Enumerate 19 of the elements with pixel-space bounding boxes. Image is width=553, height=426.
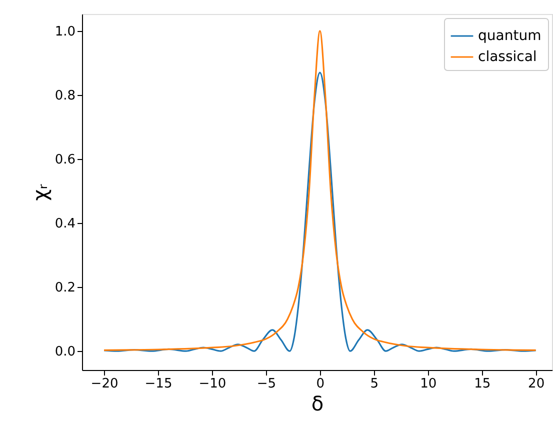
x-tick-label: 15 [474,376,491,392]
legend-label: classical [478,49,537,65]
legend-label: quantum [478,28,542,44]
x-tick-label: 0 [316,376,325,392]
y-tick-label: 0.2 [54,280,76,296]
x-tick-label: −15 [144,376,172,392]
y-axis-title: χᵣ [28,183,52,201]
y-tick-label: 0.8 [54,88,76,104]
x-axis-title: δ [311,392,324,416]
x-tick-label: 5 [370,376,379,392]
y-tick-label: 0.4 [54,216,76,232]
x-tick-label: 10 [420,376,437,392]
y-tick-label: 1.0 [54,24,76,40]
x-tick-label: 20 [528,376,545,392]
x-tick-label: −20 [90,376,118,392]
x-tick-label: −10 [198,376,226,392]
y-tick-label: 0.6 [54,152,76,168]
x-tick-label: −5 [256,376,276,392]
y-tick-label: 0.0 [54,344,76,360]
